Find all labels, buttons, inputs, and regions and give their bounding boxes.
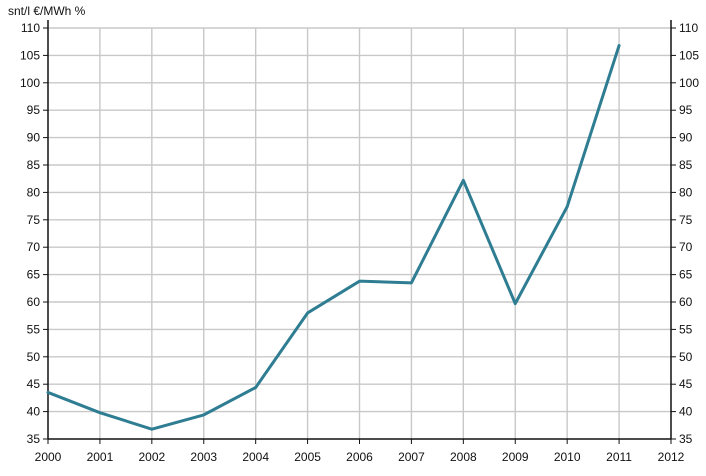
y-tick-label-left: 55 bbox=[27, 322, 41, 336]
y-tick-label-right: 40 bbox=[679, 405, 693, 419]
y-tick-label-right: 75 bbox=[679, 213, 693, 227]
y-tick-label-right: 55 bbox=[679, 322, 693, 336]
x-tick-label: 2008 bbox=[450, 450, 477, 464]
y-tick-label-right: 70 bbox=[679, 240, 693, 254]
y-tick-label-left: 105 bbox=[20, 48, 40, 62]
y-tick-label-right: 90 bbox=[679, 131, 693, 145]
axes bbox=[43, 20, 676, 444]
y-tick-label-left: 45 bbox=[27, 377, 41, 391]
x-tick-label: 2005 bbox=[294, 450, 321, 464]
x-tick-label: 2002 bbox=[138, 450, 165, 464]
y-tick-label-left: 80 bbox=[27, 185, 41, 199]
y-tick-label-left: 60 bbox=[27, 295, 41, 309]
y-tick-label-left: 50 bbox=[27, 350, 41, 364]
y-tick-label-right: 50 bbox=[679, 350, 693, 364]
y-tick-label-left: 100 bbox=[20, 76, 40, 90]
series-line bbox=[46, 44, 621, 431]
y-tick-label-right: 95 bbox=[679, 103, 693, 117]
x-tick-label: 2012 bbox=[658, 450, 685, 464]
y-tick-label-right: 110 bbox=[679, 21, 698, 35]
x-tick-label: 2010 bbox=[554, 450, 581, 464]
y-tick-label-right: 80 bbox=[679, 185, 693, 199]
y-tick-label-left: 35 bbox=[27, 432, 41, 446]
y-tick-label-right: 100 bbox=[679, 76, 699, 90]
y-tick-label-right: 35 bbox=[679, 432, 693, 446]
y-tick-label-left: 70 bbox=[27, 240, 41, 254]
x-tick-label: 2006 bbox=[346, 450, 373, 464]
x-tick-label: 2001 bbox=[87, 450, 114, 464]
series-layer bbox=[46, 44, 621, 431]
y-tick-label-left: 75 bbox=[27, 213, 41, 227]
y-tick-label-left: 95 bbox=[27, 103, 41, 117]
gridlines bbox=[48, 27, 671, 439]
tick-labels: 35 35 40 40 45 45 50 50 55 55 60 60 65 65 70 70 75 75 80 80… bbox=[20, 21, 699, 464]
x-tick-label: 2003 bbox=[190, 450, 217, 464]
x-tick-label: 2007 bbox=[398, 450, 425, 464]
x-tick-label: 2009 bbox=[502, 450, 529, 464]
y-axis-unit-label: snt/l €/MWh % bbox=[8, 4, 86, 18]
x-tick-label: 2000 bbox=[35, 450, 62, 464]
x-tick-label: 2004 bbox=[242, 450, 269, 464]
y-tick-label-left: 40 bbox=[27, 405, 41, 419]
y-tick-label-right: 60 bbox=[679, 295, 693, 309]
y-tick-label-left: 110 bbox=[21, 21, 40, 35]
y-tick-label-left: 90 bbox=[27, 131, 41, 145]
y-tick-label-right: 65 bbox=[679, 268, 693, 282]
y-tick-label-left: 85 bbox=[27, 158, 41, 172]
y-tick-label-right: 105 bbox=[679, 48, 699, 62]
y-tick-label-left: 65 bbox=[27, 268, 41, 282]
y-tick-label-right: 85 bbox=[679, 158, 693, 172]
y-tick-label-right: 45 bbox=[679, 377, 693, 391]
x-tick-label: 2011 bbox=[606, 450, 632, 464]
